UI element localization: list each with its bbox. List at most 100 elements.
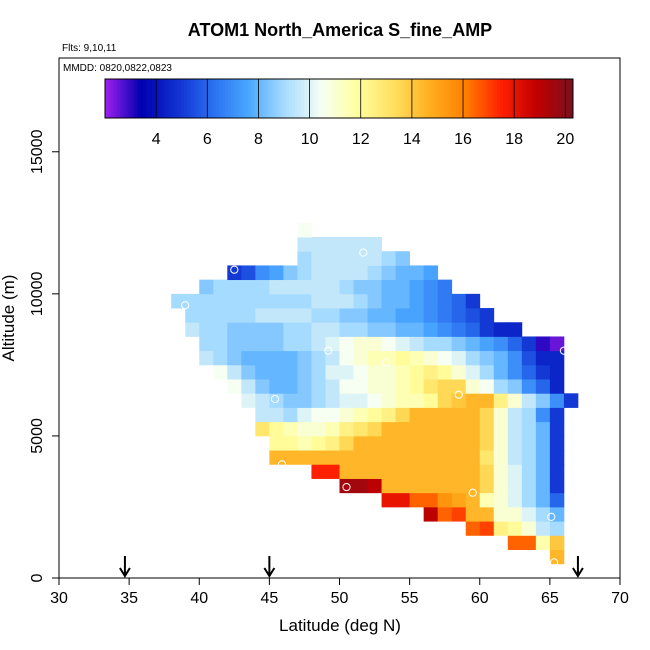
colorbar-segment xyxy=(520,79,524,118)
heatmap-cell xyxy=(423,421,439,437)
heatmap-cell xyxy=(269,293,284,309)
heatmap-cell xyxy=(493,506,509,522)
heatmap-cell xyxy=(451,506,467,522)
colorbar-segment xyxy=(274,79,279,118)
heatmap-cell xyxy=(521,492,537,508)
heatmap-cell xyxy=(395,350,411,366)
colorbar-segment xyxy=(143,79,147,118)
heatmap-cell xyxy=(381,350,396,366)
heatmap-cell xyxy=(283,379,298,394)
heatmap-cell xyxy=(283,293,298,309)
colorbar-segment xyxy=(365,79,369,118)
colorbar-segment xyxy=(131,79,135,118)
colorbar-segment xyxy=(350,79,355,118)
heatmap-cell xyxy=(241,336,256,352)
heatmap-cell xyxy=(549,407,565,423)
heatmap-cell xyxy=(437,379,453,394)
heatmap-cell xyxy=(535,364,551,380)
heatmap-cell xyxy=(199,293,214,309)
colorbar-segment xyxy=(508,79,513,118)
heatmap-cell xyxy=(395,478,411,494)
heatmap-cell xyxy=(521,464,537,479)
heatmap-cell xyxy=(465,393,481,408)
heatmap-cell xyxy=(269,308,284,323)
heatmap-cell xyxy=(353,364,368,380)
heatmap-cell xyxy=(353,350,368,366)
heatmap-cell xyxy=(451,478,467,494)
colorbar xyxy=(104,78,574,119)
heatmap-cell xyxy=(437,336,453,352)
heatmap-cell xyxy=(521,379,537,394)
heatmap-cell xyxy=(367,237,382,252)
heatmap-cell xyxy=(465,492,481,508)
heatmap-cell xyxy=(535,421,551,437)
heatmap-cell xyxy=(437,435,453,451)
sample-point xyxy=(230,265,239,274)
colorbar-segment xyxy=(397,79,401,118)
heatmap-cell xyxy=(311,350,326,366)
heatmap-cell xyxy=(451,435,467,451)
colorbar-segment xyxy=(192,79,197,118)
colorbar-segment xyxy=(224,79,229,118)
heatmap-cell xyxy=(213,350,228,366)
heatmap-cell xyxy=(325,421,340,437)
colorbar-segment xyxy=(496,79,501,118)
heatmap-cell xyxy=(465,435,481,451)
heatmap-cell xyxy=(493,521,509,536)
heatmap-cell xyxy=(437,322,453,337)
heatmap-cell xyxy=(479,336,495,352)
heatmap-cell xyxy=(493,393,509,408)
heatmap-cell xyxy=(367,435,382,451)
heatmap-cell xyxy=(507,435,523,451)
heatmap-cell xyxy=(353,478,368,494)
heatmap-cell xyxy=(423,308,439,323)
heatmap-cell xyxy=(283,322,298,337)
heatmap-cell xyxy=(297,322,312,337)
colorbar-segment xyxy=(140,79,144,118)
colorbar-segment xyxy=(558,79,562,118)
colorbar-segment xyxy=(359,79,363,118)
colorbar-segment xyxy=(453,79,457,118)
heatmap-cell xyxy=(311,237,326,252)
heatmap-cell xyxy=(283,407,298,423)
heatmap-cell xyxy=(381,435,396,451)
x-axis-label: Latitude (deg N) xyxy=(279,616,401,635)
heatmap-cell xyxy=(437,478,453,494)
colorbar-segment xyxy=(479,79,483,118)
heatmap-cell xyxy=(395,308,411,323)
heatmap-cell xyxy=(381,279,396,295)
heatmap-cell xyxy=(465,407,481,423)
heatmap-cell xyxy=(353,279,368,295)
colorbar-segment xyxy=(172,79,176,118)
heatmap-cell xyxy=(493,350,509,366)
heatmap-cell xyxy=(535,407,551,423)
heatmap-cell xyxy=(353,322,368,337)
x-tick-label: 60 xyxy=(471,590,489,607)
heatmap-cell xyxy=(325,435,340,451)
heatmap-cell xyxy=(493,492,509,508)
heatmap-cell xyxy=(199,350,214,366)
heatmap-cell xyxy=(353,237,368,252)
heatmap-cell xyxy=(493,450,509,465)
colorbar-segment xyxy=(549,79,554,118)
heatmap-cell xyxy=(381,265,396,281)
colorbar-segment xyxy=(207,79,211,118)
heatmap-cell xyxy=(437,293,453,309)
heatmap-cell xyxy=(283,364,298,380)
heatmap-cell xyxy=(311,293,326,309)
heatmap-cell xyxy=(423,393,439,408)
heatmap-cell xyxy=(507,464,523,479)
heatmap-cell xyxy=(479,492,495,508)
heatmap-cell xyxy=(283,450,298,465)
colorbar-segment xyxy=(336,79,340,118)
heatmap-cell xyxy=(339,265,354,281)
heatmap-cell xyxy=(521,435,537,451)
heatmap-cell xyxy=(353,308,368,323)
heatmap-cell xyxy=(185,308,200,323)
heatmap-cell xyxy=(521,364,537,380)
colorbar-segment xyxy=(110,79,115,118)
colorbar-segment xyxy=(502,79,507,118)
heatmap-cell xyxy=(395,492,411,508)
y-tick-label: 5000 xyxy=(29,418,46,454)
heatmap-cell xyxy=(409,478,425,494)
